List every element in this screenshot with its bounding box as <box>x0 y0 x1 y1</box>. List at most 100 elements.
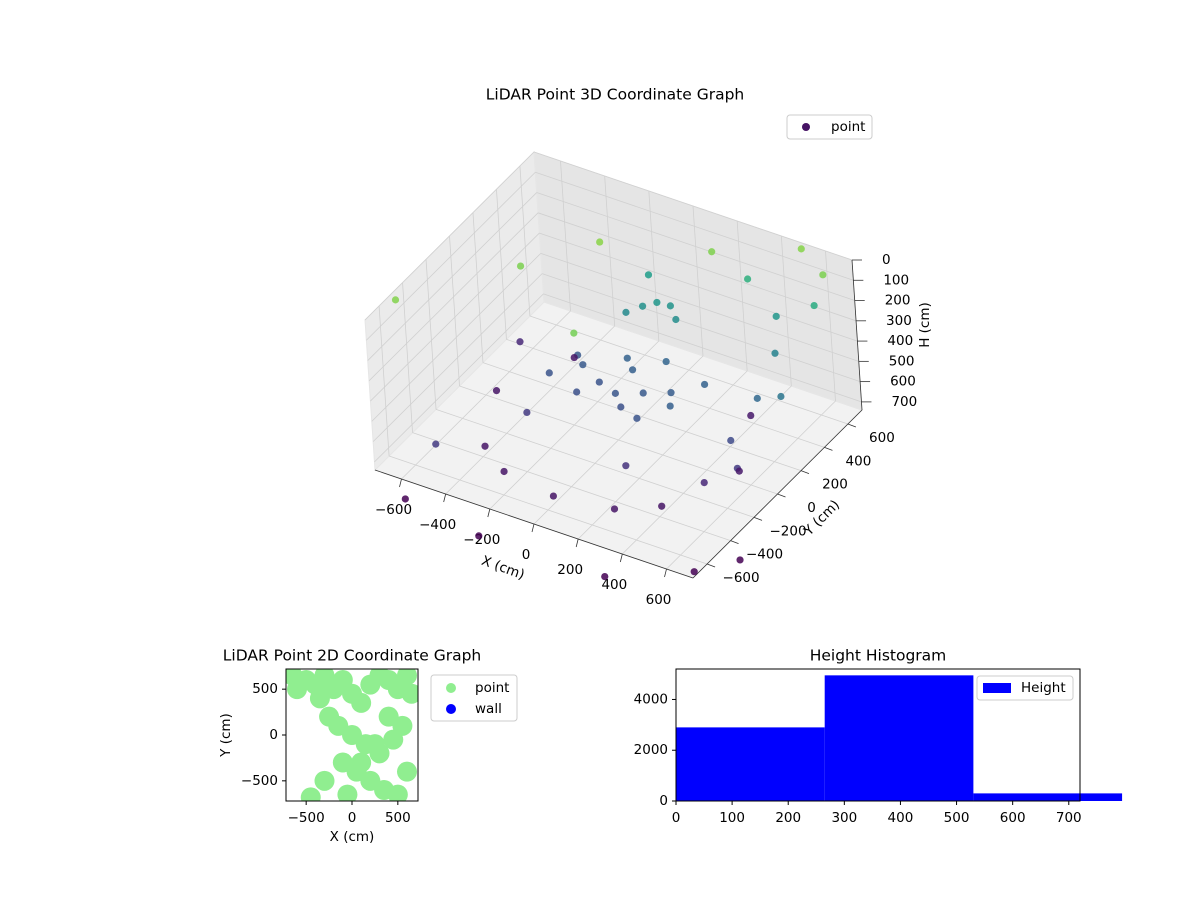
grid-line <box>825 250 836 402</box>
z-tick-label: 200 <box>885 293 911 309</box>
point <box>500 467 508 476</box>
point <box>628 366 637 374</box>
x-tick-label: 0 <box>522 547 531 563</box>
point <box>658 502 666 510</box>
point <box>516 338 524 346</box>
points-3d <box>391 238 827 581</box>
grid-line <box>402 282 413 433</box>
tick-mark <box>706 563 716 568</box>
point <box>523 408 531 417</box>
point <box>700 380 709 389</box>
point <box>475 532 483 540</box>
x-axis-label: X (cm) <box>330 829 375 845</box>
point <box>708 248 716 256</box>
legend-marker <box>446 704 456 714</box>
grid-line <box>366 171 536 341</box>
y-tick-label: 200 <box>822 477 848 493</box>
point <box>743 275 752 283</box>
legend-marker <box>802 123 810 131</box>
point <box>735 467 743 475</box>
point <box>622 308 630 316</box>
point <box>797 245 805 253</box>
point <box>351 692 372 713</box>
x-tick-label: 300 <box>831 810 857 826</box>
tick-mark <box>664 568 667 578</box>
grid-line <box>604 175 616 327</box>
axes-frame <box>675 668 1081 802</box>
point <box>516 262 525 270</box>
point <box>753 394 761 402</box>
x-tick-label: 600 <box>646 592 672 608</box>
z-tick-label: 400 <box>887 333 913 349</box>
point <box>601 572 609 581</box>
grid-line <box>367 192 537 361</box>
point <box>545 369 553 377</box>
point <box>638 302 647 310</box>
point <box>300 787 321 801</box>
tick-mark <box>847 423 857 428</box>
point <box>819 271 827 279</box>
point <box>623 354 631 362</box>
point <box>432 440 440 448</box>
point <box>653 298 661 307</box>
y-axis-label: Y (cm) <box>218 713 234 758</box>
axis-line <box>692 409 863 579</box>
point <box>391 296 400 304</box>
point <box>549 492 558 500</box>
point <box>481 442 489 450</box>
grid-line <box>425 259 437 410</box>
tick-mark <box>619 553 623 563</box>
grid-line <box>378 305 390 457</box>
grid-line <box>370 232 540 402</box>
grid-line <box>540 252 859 362</box>
chart-title: LiDAR Point 3D Coordinate Graph <box>486 86 744 104</box>
point <box>610 505 619 513</box>
chart-title: LiDAR Point 2D Coordinate Graph <box>223 647 481 665</box>
x-tick-label: 700 <box>1056 810 1082 826</box>
point <box>666 302 675 310</box>
y-tick-label: 400 <box>846 453 872 469</box>
x-tick-label: 0 <box>348 810 357 826</box>
x-tick-label: −200 <box>463 532 500 548</box>
grid-line <box>472 212 484 363</box>
z-axis-label: H (cm) <box>917 302 933 348</box>
tick-mark <box>777 493 786 498</box>
tick-mark <box>753 516 763 521</box>
legend-label: wall <box>475 701 502 717</box>
tick-mark <box>399 478 402 488</box>
point <box>570 329 578 337</box>
legend-label: point <box>831 119 865 135</box>
y-tick-label: 0 <box>659 793 668 809</box>
tick-mark <box>443 493 447 503</box>
point <box>639 389 647 397</box>
tick-mark <box>800 470 810 475</box>
point <box>772 312 780 320</box>
point <box>579 361 587 369</box>
x-tick-label: −500 <box>288 810 325 826</box>
grid-line <box>435 408 755 518</box>
x-tick-label: 500 <box>944 810 970 826</box>
x-tick-label: 100 <box>719 810 745 826</box>
legend-box <box>430 674 518 722</box>
z-tick-label: 700 <box>891 394 917 410</box>
point <box>736 556 744 564</box>
point <box>397 669 417 686</box>
point <box>700 478 708 487</box>
point <box>771 349 779 357</box>
point <box>595 378 603 386</box>
tick-mark <box>487 508 491 518</box>
x-tick-label: 200 <box>775 810 801 826</box>
point <box>810 301 818 310</box>
point <box>401 495 409 503</box>
point <box>337 784 358 801</box>
chart-title: Height Histogram <box>810 647 947 665</box>
grid-line <box>543 293 862 403</box>
point <box>611 389 619 397</box>
point <box>401 683 418 704</box>
point <box>666 402 674 410</box>
point <box>570 353 578 362</box>
z-tick-label: 300 <box>886 313 912 329</box>
point <box>573 388 581 396</box>
grid-line <box>536 192 855 301</box>
